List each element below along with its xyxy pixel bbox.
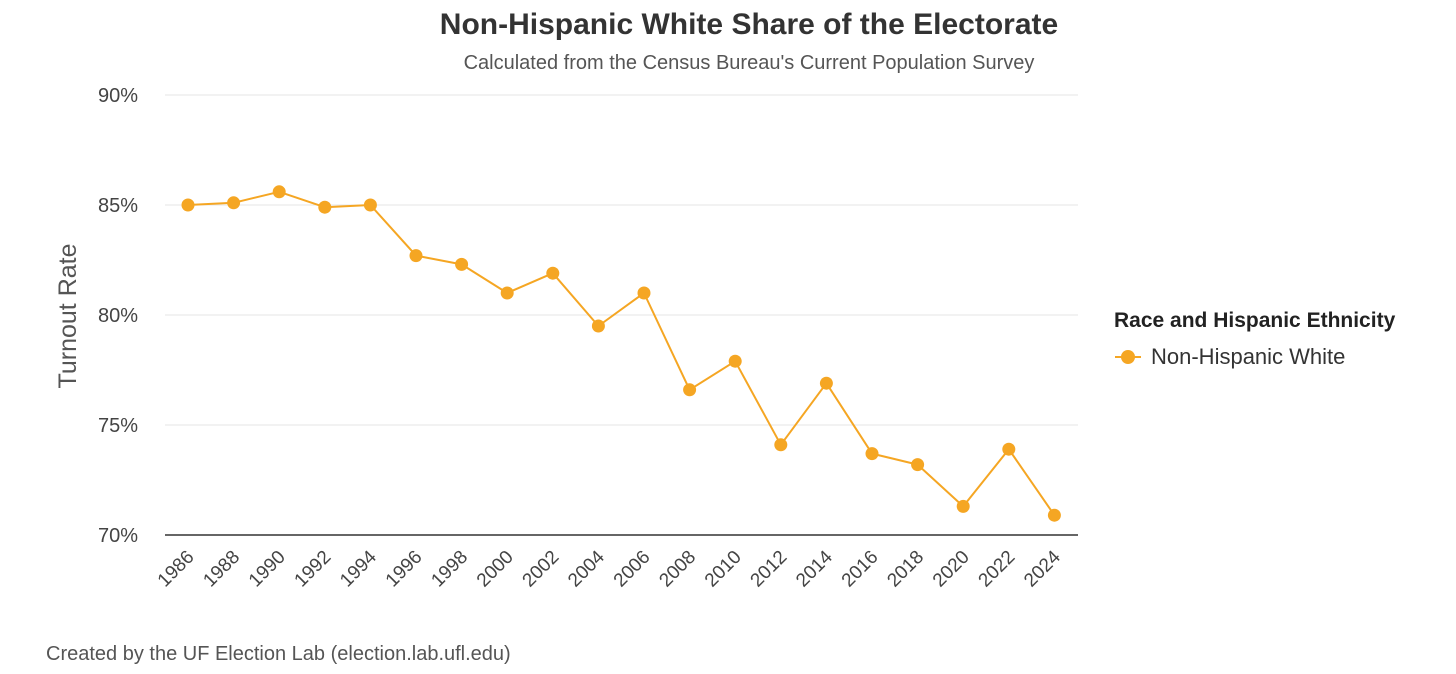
legend-item-non-hispanic-white[interactable]: Non-Hispanic White: [1115, 344, 1345, 369]
x-tick-label: 2010: [701, 547, 746, 592]
legend-title[interactable]: Race and Hispanic Ethnicity: [1114, 309, 1396, 332]
data-point[interactable]: [409, 249, 423, 263]
data-point[interactable]: [1002, 442, 1016, 456]
data-point[interactable]: [911, 458, 925, 472]
x-tick-label: 2014: [792, 546, 837, 591]
data-point[interactable]: [272, 185, 286, 199]
credit-text: Created by the UF Election Lab (election…: [46, 643, 511, 665]
x-tick-label: 2016: [838, 547, 883, 592]
legend-label: Non-Hispanic White: [1151, 344, 1345, 369]
series-line: [187, 190, 1056, 516]
x-tick-label: 2020: [929, 547, 974, 592]
y-tick-label: 70%: [98, 525, 138, 547]
data-point[interactable]: [500, 286, 514, 300]
legend: Race and Hispanic Ethnicity Non-Hispanic…: [1114, 309, 1396, 369]
x-tick-label: 2002: [519, 547, 564, 592]
data-point[interactable]: [181, 198, 195, 212]
x-tick-label: 1998: [427, 547, 472, 592]
x-tick-label: 2004: [564, 546, 609, 591]
data-point[interactable]: [1047, 508, 1061, 522]
y-axis-ticks: 70% 75% 80% 85% 90%: [98, 85, 138, 547]
x-tick-label: 1986: [154, 547, 199, 592]
x-tick-label: 1994: [336, 546, 381, 591]
data-point[interactable]: [774, 438, 788, 452]
data-point[interactable]: [363, 198, 377, 212]
x-tick-label: 1996: [382, 547, 427, 592]
x-axis-ticks: 1986 1988 1990 1992 1994 1996 1998 2000 2002 2004…: [154, 546, 1065, 591]
x-tick-label: 2018: [883, 547, 928, 592]
x-tick-label: 2012: [747, 547, 792, 592]
y-tick-label: 85%: [98, 195, 138, 217]
data-point[interactable]: [591, 319, 605, 333]
data-point[interactable]: [956, 499, 970, 513]
chart-subtitle: Calculated from the Census Bureau's Curr…: [464, 52, 1035, 74]
x-tick-label: 2008: [655, 547, 700, 592]
x-tick-label: 1988: [199, 547, 244, 592]
data-point[interactable]: [819, 376, 833, 390]
y-tick-label: 80%: [98, 305, 138, 327]
series-non-hispanic-white: [181, 185, 1061, 522]
x-tick-label: 2022: [975, 547, 1020, 592]
y-axis-title: Turnout Rate: [54, 244, 82, 389]
data-point[interactable]: [227, 196, 241, 210]
x-tick-label: 2006: [610, 547, 655, 592]
data-point[interactable]: [865, 447, 879, 461]
x-tick-label: 1990: [245, 547, 290, 592]
legend-marker-icon: [1121, 350, 1135, 364]
y-tick-label: 90%: [98, 85, 138, 107]
data-point[interactable]: [318, 200, 332, 214]
grid-lines: [165, 94, 1078, 536]
y-tick-label: 75%: [98, 415, 138, 437]
x-tick-label: 2000: [473, 547, 518, 592]
data-point[interactable]: [455, 257, 469, 271]
x-tick-label: 2024: [1020, 546, 1065, 591]
chart-title: Non-Hispanic White Share of the Electora…: [440, 8, 1058, 41]
data-point[interactable]: [546, 266, 560, 280]
data-point[interactable]: [683, 383, 697, 397]
data-point[interactable]: [637, 286, 651, 300]
x-tick-label: 1992: [291, 547, 336, 592]
data-point[interactable]: [728, 354, 742, 368]
